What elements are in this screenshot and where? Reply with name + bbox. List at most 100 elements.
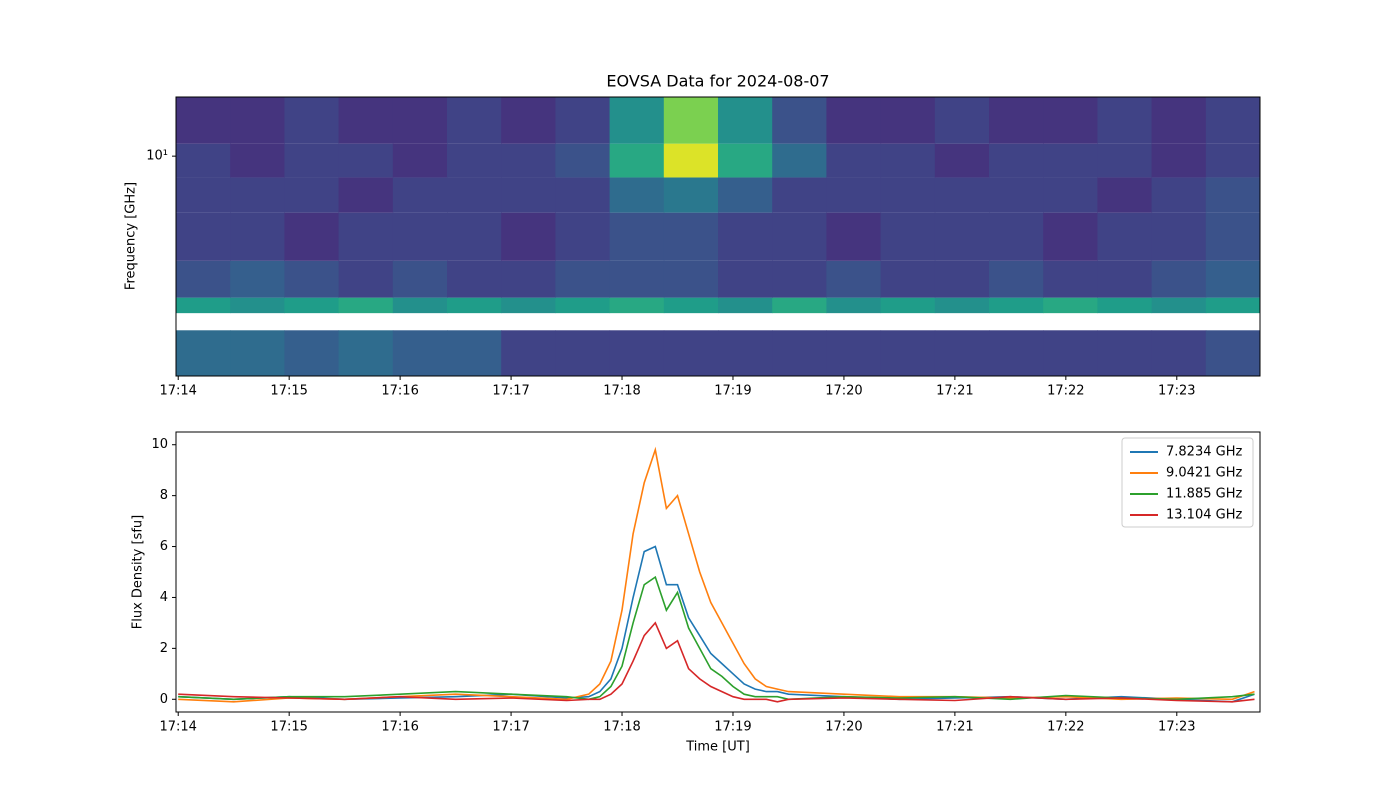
x-tick-label: 17:16 [381,384,418,399]
heatmap-cell [663,297,719,314]
heatmap-cell [934,297,990,314]
y-tick-label: 10¹ [146,149,168,164]
heatmap-cell [934,212,990,261]
heatmap-cell [284,143,340,178]
heatmap-cell [1205,177,1260,213]
x-tick-label: 17:17 [492,720,529,735]
heatmap-cell [447,260,502,298]
x-tick-label: 17:19 [714,720,751,735]
heatmap-cell [1043,297,1098,314]
heatmap-cell [718,260,773,298]
heatmap-cell [826,297,882,314]
heatmap-cell [555,177,611,213]
heatmap-cell [284,260,340,298]
heatmap-cell [501,97,556,144]
heatmap-cell [1205,212,1260,261]
x-tick-label: 17:16 [381,720,418,735]
heatmap-cell [1097,177,1153,213]
heatmap-cell [934,143,990,178]
heatmap-cell [609,297,665,314]
heatmap-cell [555,143,611,178]
heatmap-cell [718,212,773,261]
heatmap-cell [1043,97,1098,144]
heatmap-cell [826,143,882,178]
x-tick-label: 17:14 [159,384,196,399]
heatmap-cell [1205,260,1260,298]
y-tick-label: 6 [160,539,168,554]
heatmap-cell [663,177,719,213]
heatmap-cell [555,212,611,261]
heatmap-cell [663,143,719,178]
heatmap-cell [772,97,827,144]
heatmap-cell [1097,297,1153,314]
lightcurve-axes: 7.8234 GHz 9.0421 GHz 11.885 GHz 13.104 GHz… [151,431,1261,735]
heatmap-cell [230,260,285,298]
y-axis-label: Flux Density [sfu] [131,515,146,629]
heatmap-cell [501,212,556,261]
heatmap-cell [1151,177,1207,213]
heatmap-cell [230,97,285,144]
heatmap-cell [338,177,394,213]
x-tick-label: 17:14 [159,720,196,735]
y-tick-label: 10 [151,437,168,452]
heatmap-cell [555,297,611,314]
heatmap-cell [609,177,665,213]
heatmap-cell [934,330,990,376]
x-tick-label: 17:22 [1047,384,1084,399]
heatmap-cell [447,97,502,144]
heatmap-cell [718,143,773,178]
heatmap-cell [772,330,827,376]
heatmap-cell [718,297,773,314]
heatmap-cell [880,330,936,376]
heatmap-cell [880,212,936,261]
heatmap-cell [1205,97,1260,144]
legend-label: 9.0421 GHz [1166,466,1242,481]
heatmap-cell [1043,260,1098,298]
heatmap-cell [176,177,231,213]
heatmap-cell [663,330,719,376]
heatmap-cell [501,177,556,213]
x-axis-label: Time [UT] [685,740,750,755]
heatmap-cell [989,260,1044,298]
heatmap-cell [1151,260,1207,298]
heatmap-cell [284,330,340,376]
x-tick-label: 17:17 [492,384,529,399]
plot-area: 7.8234 GHz 9.0421 GHz 11.885 GHz 13.104 GHz [178,437,1255,703]
heatmap-cell [880,97,936,144]
heatmap-cell [1151,330,1207,376]
heatmap-cell [176,260,231,298]
x-tick-label: 17:22 [1047,720,1084,735]
chart-title: EOVSA Data for 2024-08-07 [606,72,829,91]
heatmap-cell [989,330,1044,376]
heatmap-cell [989,177,1044,213]
heatmap-cell [392,212,448,261]
x-tick-label: 17:23 [1158,384,1195,399]
heatmap-cell [1151,297,1207,314]
legend-label: 7.8234 GHz [1166,445,1242,460]
heatmap-cell [392,297,448,314]
y-tick-label: 4 [160,590,168,605]
heatmap-cell [772,297,827,314]
x-tick-label: 17:18 [603,384,640,399]
heatmap-cell [284,297,340,314]
heatmap-cell [230,330,285,376]
heatmap-cell [338,260,394,298]
heatmap-cell [880,260,936,298]
heatmap-cell [663,97,719,144]
heatmap-cell [1043,177,1098,213]
heatmap-cell [1097,212,1153,261]
heatmap-cell [1151,212,1207,261]
heatmap-cell [718,330,773,376]
heatmap-cell [501,297,556,314]
heatmap-cell [230,177,285,213]
heatmap-cell [1151,143,1207,178]
heatmap-cell [880,297,936,314]
heatmap-cell [176,212,231,261]
heatmap-cell [826,330,882,376]
heatmap-cell [772,143,827,178]
heatmap-cell [447,177,502,213]
heatmap-cell [338,212,394,261]
heatmap-cell [501,260,556,298]
heatmap-cell [338,330,394,376]
heatmap-cell [826,97,882,144]
